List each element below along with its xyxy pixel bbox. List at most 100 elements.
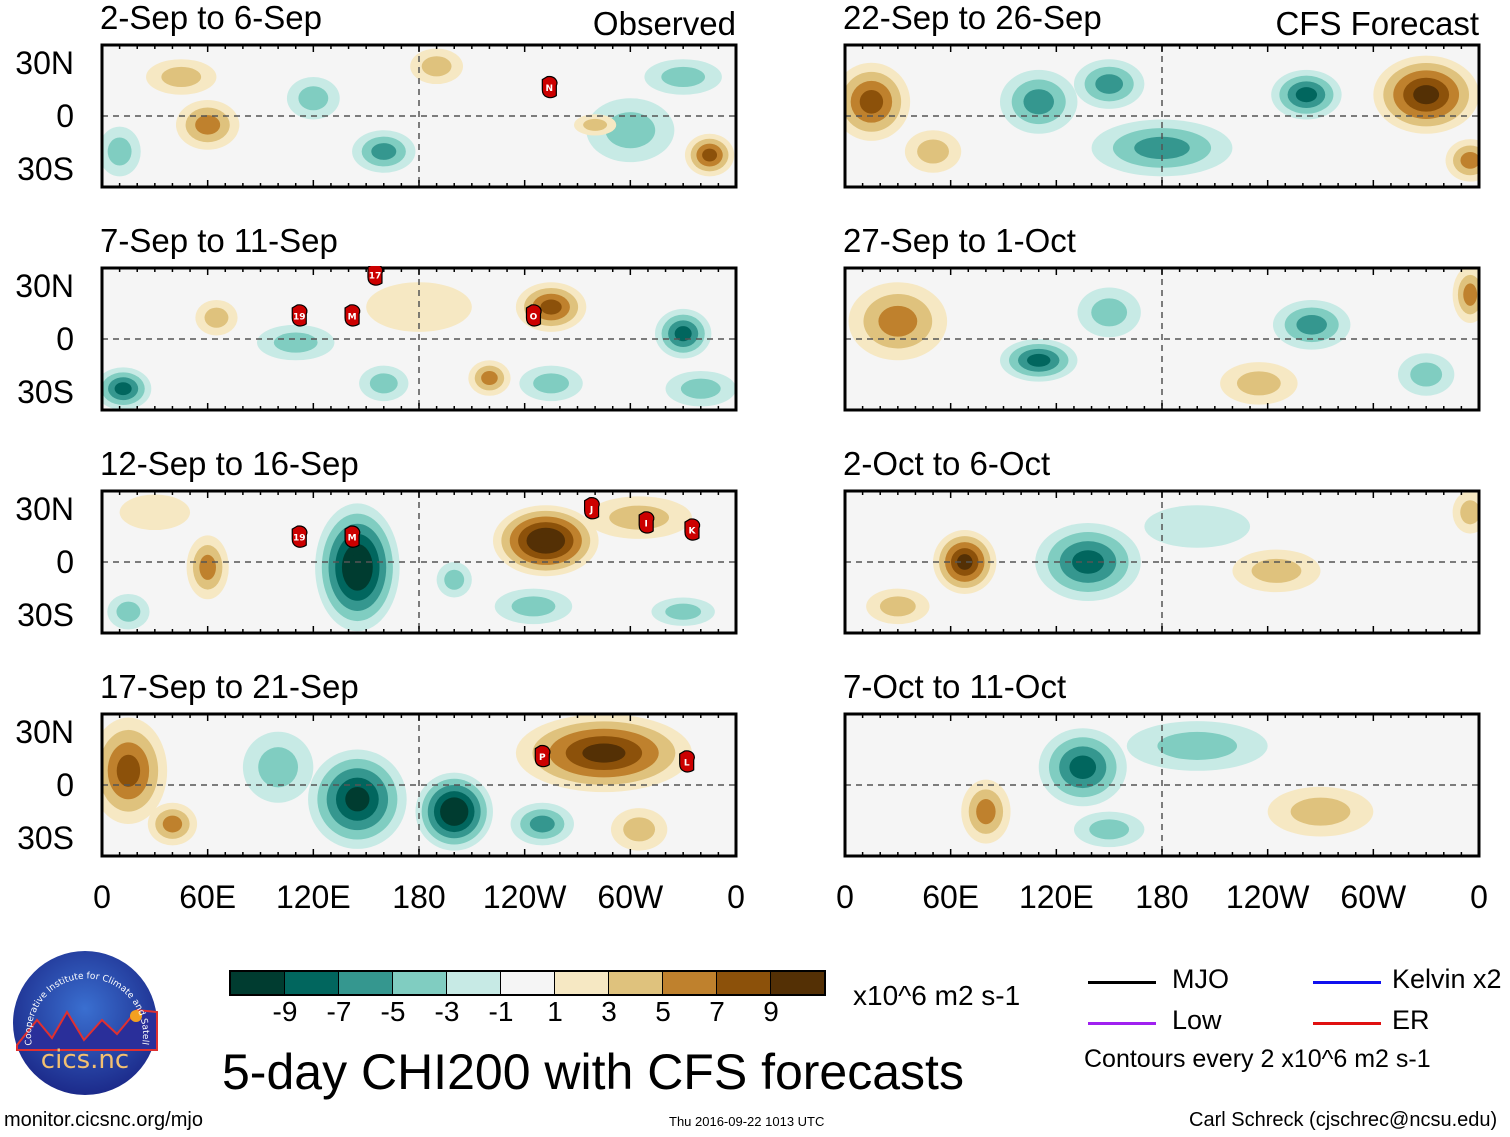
anomaly-contour-fill bbox=[298, 86, 329, 111]
anomaly-contour-fill bbox=[114, 382, 132, 396]
footer-author: Carl Schreck (cjschrec@ncsu.edu) bbox=[1189, 1109, 1498, 1131]
anomaly-contour-fill bbox=[511, 596, 556, 617]
cics-logo: Cooperative Institute for Climate and Sa… bbox=[9, 943, 158, 1096]
colorbar-tick-label: -9 bbox=[272, 996, 298, 1027]
lat-tick-label: 30S bbox=[17, 151, 74, 187]
map-panel: N bbox=[100, 43, 738, 189]
colorbar-tick-label: 3 bbox=[601, 996, 617, 1027]
colorbar-units: x10^6 m2 s-1 bbox=[853, 980, 1021, 1011]
anomaly-contour-fill bbox=[162, 815, 183, 833]
lon-tick-label: 120W bbox=[1225, 879, 1310, 915]
colorbar-swatch bbox=[555, 972, 609, 994]
anomaly-contour-fill bbox=[534, 533, 557, 549]
anomaly-contour-fill bbox=[258, 747, 299, 788]
tropical-cyclone-marker: 19 bbox=[291, 525, 308, 548]
panel-title: 22-Sep to 26-Sep bbox=[843, 0, 1102, 36]
colorbar-swatches bbox=[229, 970, 826, 996]
cyclone-label: 19 bbox=[293, 312, 306, 322]
lat-tick-label: 30N bbox=[15, 268, 74, 304]
anomaly-contour-fill bbox=[1460, 500, 1479, 525]
anomaly-contour-fill bbox=[1296, 315, 1327, 335]
cyclone-label: I bbox=[645, 519, 648, 529]
cyclone-label: 19 bbox=[293, 534, 306, 544]
anomaly-contour-fill bbox=[369, 373, 398, 394]
anomaly-contour-fill bbox=[1236, 371, 1281, 396]
anomaly-contour-fill bbox=[680, 378, 721, 399]
cyclone-label: M bbox=[348, 312, 357, 322]
lon-tick-label: 180 bbox=[392, 879, 446, 915]
map-panel bbox=[843, 43, 1481, 189]
panel-title: 7-Oct to 11-Oct bbox=[843, 668, 1067, 705]
tropical-cyclone-marker: K bbox=[684, 518, 701, 541]
tropical-cyclone-marker: M bbox=[344, 304, 361, 327]
anomaly-contour-fill bbox=[195, 115, 221, 135]
map-panel: 17 19 M O bbox=[100, 266, 738, 412]
lon-tick-label: 60W bbox=[597, 879, 664, 915]
anomaly-contour-fill bbox=[533, 373, 570, 394]
anomaly-contour-fill bbox=[345, 787, 370, 812]
colorbar-swatch bbox=[717, 972, 771, 994]
legend-label-er: ER bbox=[1392, 1005, 1430, 1035]
cyclone-label: N bbox=[546, 84, 554, 94]
anomaly-contour-fill bbox=[273, 332, 318, 353]
colorbar-swatch bbox=[339, 972, 393, 994]
lat-tick-label: 0 bbox=[56, 321, 74, 357]
panel-title: 2-Sep to 6-Sep bbox=[100, 0, 322, 36]
anomaly-contour-fill bbox=[956, 554, 973, 570]
anomaly-contour-fill bbox=[481, 371, 498, 386]
anomaly-contour-fill bbox=[1463, 283, 1478, 306]
anomaly-contour-fill bbox=[444, 569, 465, 590]
colorbar-tick-label: 7 bbox=[709, 996, 725, 1027]
cyclone-label: P bbox=[539, 753, 546, 763]
panel-title: 7-Sep to 11-Sep bbox=[100, 222, 338, 259]
anomaly-contour-fill bbox=[605, 112, 656, 149]
legend-line-low bbox=[1088, 1022, 1156, 1025]
anomaly-contour-fill bbox=[1095, 74, 1124, 94]
anomaly-contour-fill bbox=[1410, 362, 1443, 387]
colorbar-tick-label: -7 bbox=[326, 996, 352, 1027]
panel-title: 27-Sep to 1-Oct bbox=[843, 222, 1076, 259]
lat-tick-label: 0 bbox=[56, 98, 74, 134]
cyclone-icon bbox=[583, 497, 600, 520]
colorbar-swatch bbox=[609, 972, 663, 994]
anomaly-contour-fill bbox=[1251, 558, 1302, 583]
anomaly-contour-fill bbox=[1089, 819, 1130, 840]
lat-tick-label: 30S bbox=[17, 597, 74, 633]
lon-tick-label: 60E bbox=[922, 879, 980, 915]
anomaly-contour-fill bbox=[1069, 755, 1097, 780]
anomaly-contour-fill bbox=[1144, 505, 1251, 548]
anomaly-contour-fill bbox=[917, 139, 949, 164]
lat-tick-label: 0 bbox=[56, 544, 74, 580]
cyclone-icon bbox=[291, 525, 308, 548]
legend-line-mjo bbox=[1088, 981, 1156, 984]
map-panel: PL bbox=[100, 712, 738, 858]
footer-url[interactable]: monitor.cicsnc.org/mjo bbox=[4, 1109, 203, 1131]
cyclone-label: J bbox=[589, 505, 593, 515]
lon-tick-label: 60E bbox=[179, 879, 237, 915]
anomaly-contour-fill bbox=[119, 494, 191, 531]
anomaly-contour-fill bbox=[116, 754, 141, 787]
lon-tick-label: 180 bbox=[1135, 879, 1189, 915]
anomaly-contour-fill bbox=[446, 803, 463, 820]
cyclone-icon bbox=[344, 525, 361, 548]
lon-tick-label: 0 bbox=[836, 879, 854, 915]
panel-title: 17-Sep to 21-Sep bbox=[100, 668, 359, 705]
anomaly-contour-fill bbox=[1027, 353, 1051, 367]
cyclone-label: M bbox=[348, 534, 357, 544]
figure-title: 5-day CHI200 with CFS forecasts bbox=[222, 1044, 964, 1100]
lon-tick-label: 120E bbox=[1018, 879, 1094, 915]
cyclone-label: 17 bbox=[369, 272, 382, 282]
legend-label-low: Low bbox=[1172, 1005, 1222, 1035]
anomaly-contour-fill bbox=[878, 305, 918, 337]
tropical-cyclone-marker: 19 bbox=[291, 304, 308, 327]
contour-interval-note: Contours every 2 x10^6 m2 s-1 bbox=[1084, 1045, 1431, 1073]
anomaly-contour-fill bbox=[540, 299, 562, 315]
panel-title: 2-Oct to 6-Oct bbox=[843, 445, 1051, 482]
panel-source-tag: CFS Forecast bbox=[1275, 5, 1479, 42]
cyclone-icon bbox=[291, 304, 308, 327]
anomaly-contour-fill bbox=[702, 148, 718, 162]
colorbar-swatch bbox=[285, 972, 339, 994]
lon-tick-label: 120W bbox=[482, 879, 567, 915]
map-panel: 19 M J I K bbox=[100, 489, 738, 635]
